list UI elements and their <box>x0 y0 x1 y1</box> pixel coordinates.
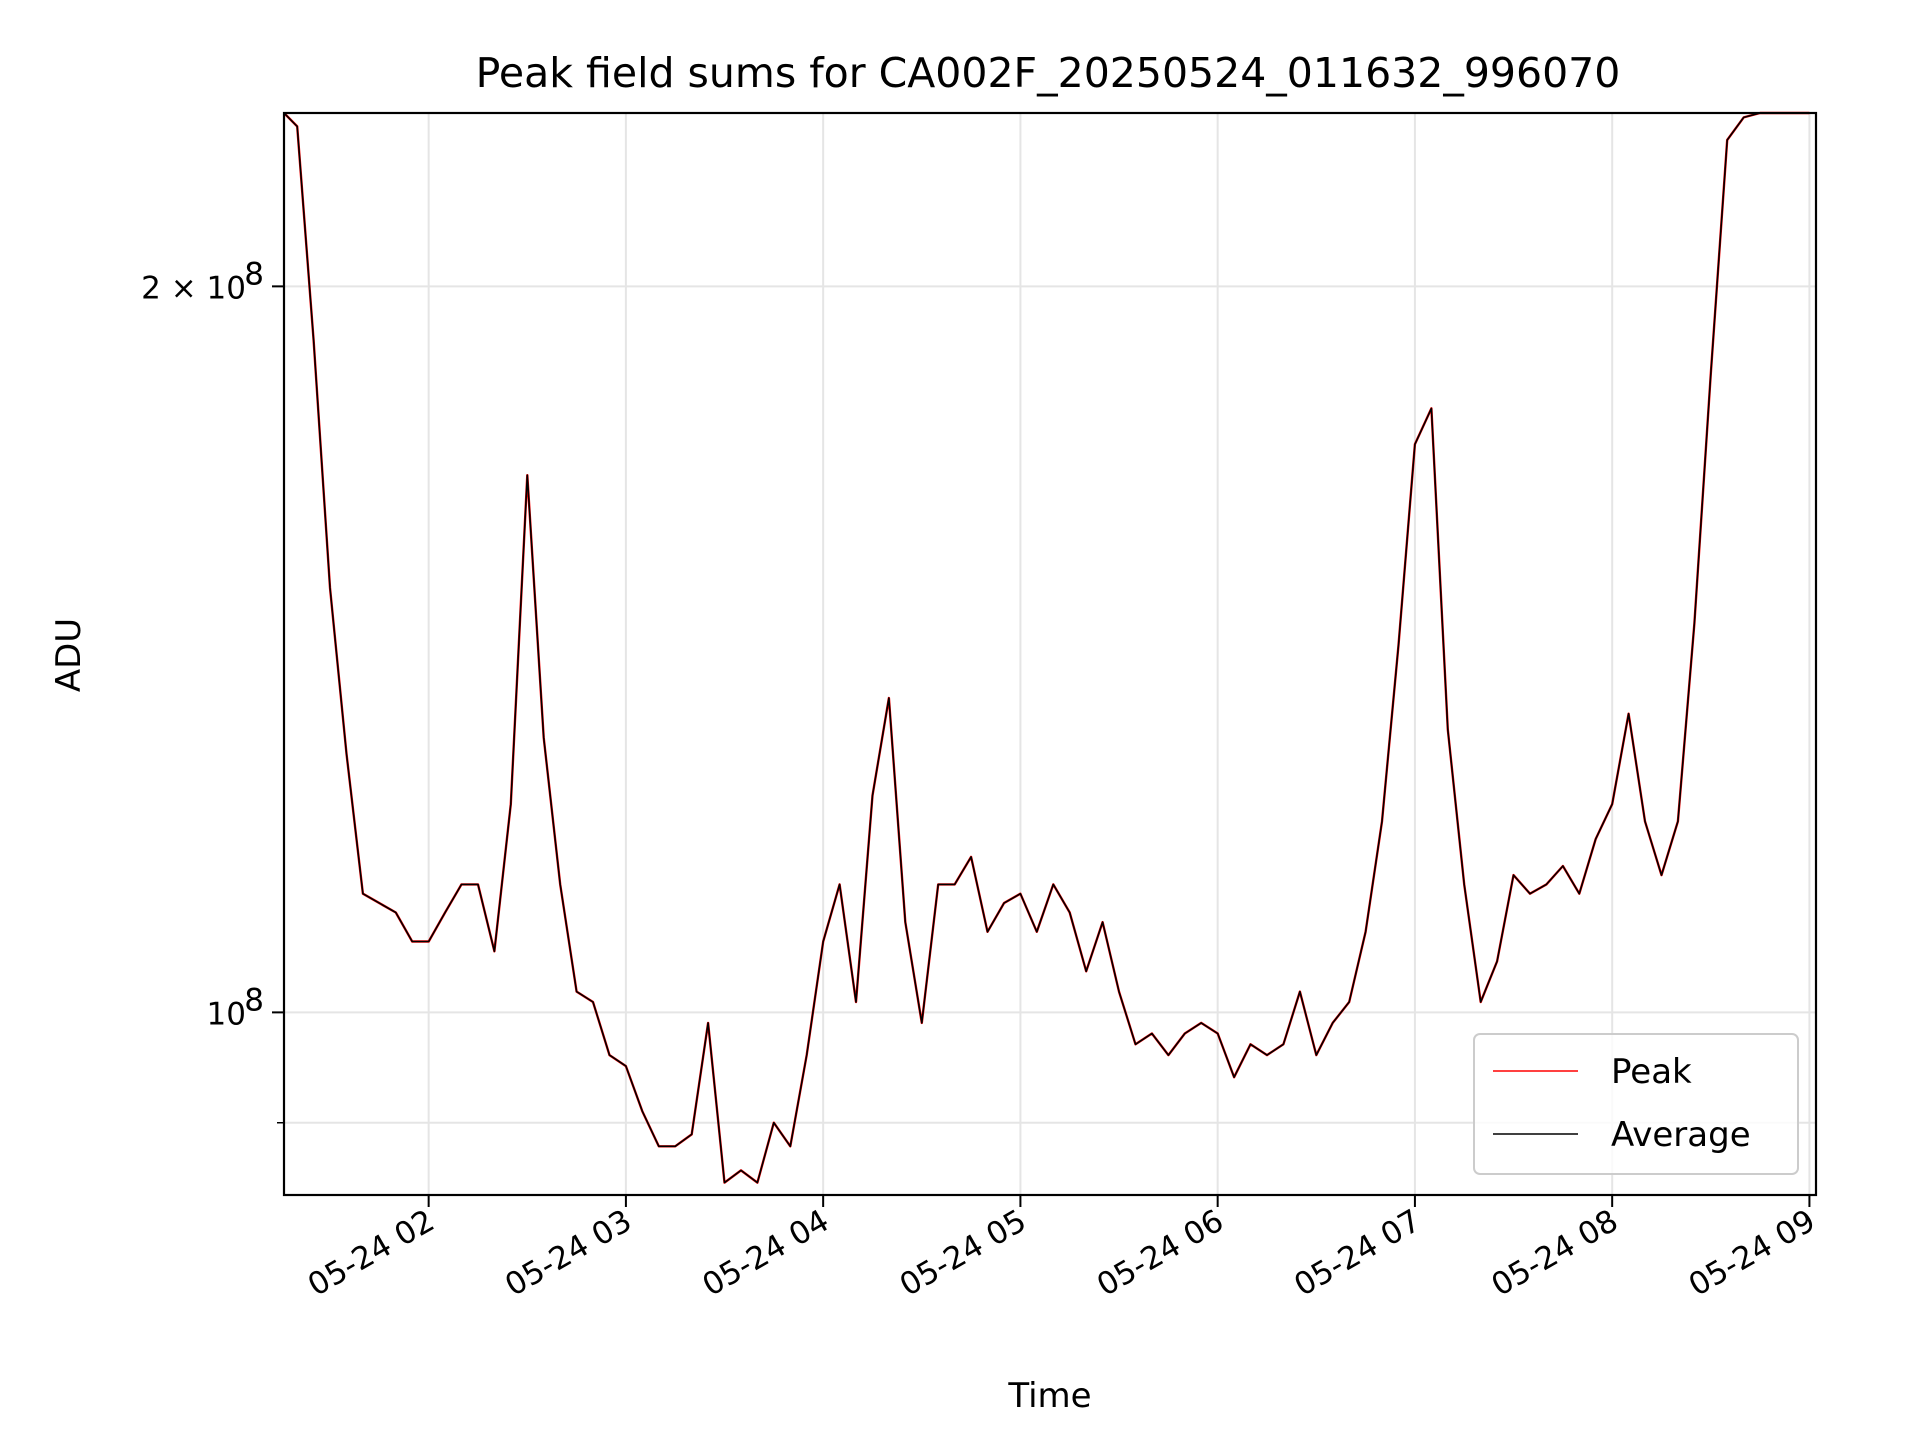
series-line-peak <box>283 111 1810 1184</box>
x-tick-label: 05-24 03 <box>499 1203 638 1304</box>
y-axis-label: ADU <box>49 618 89 692</box>
x-axis-label: Time <box>1007 1376 1091 1416</box>
y-tick-exponent: 8 <box>244 256 264 292</box>
x-tick-label: 05-24 07 <box>1288 1203 1427 1304</box>
x-tick-label: 05-24 05 <box>894 1203 1033 1304</box>
y-tick-label: 10 <box>207 996 246 1032</box>
plot-frame <box>282 111 1818 1197</box>
x-tick-label: 05-24 06 <box>1091 1203 1230 1304</box>
x-tick-label: 05-24 04 <box>696 1203 835 1304</box>
legend: Peak Average <box>1473 1033 1799 1175</box>
y-tick-label: 2 × 10 <box>141 270 246 306</box>
chart-title: Peak field sums for CA002F_20250524_0116… <box>476 49 1621 97</box>
series-line-average <box>283 112 1810 1184</box>
x-tick-label: 05-24 08 <box>1485 1203 1624 1304</box>
legend-box <box>1473 1033 1799 1175</box>
grid-layer <box>284 113 1816 1195</box>
x-tick-label: 05-24 09 <box>1683 1203 1822 1304</box>
y-tick-exponent: 8 <box>244 982 264 1018</box>
legend-peak-label: Peak <box>1611 1052 1692 1092</box>
x-axis-ticks: 05-24 02 05-24 03 05-24 04 05-24 05 05-24 06… <box>302 1195 1821 1304</box>
series-layer <box>283 111 1810 1184</box>
legend-average-label: Average <box>1611 1115 1751 1155</box>
x-tick-label: 05-24 02 <box>302 1203 441 1304</box>
